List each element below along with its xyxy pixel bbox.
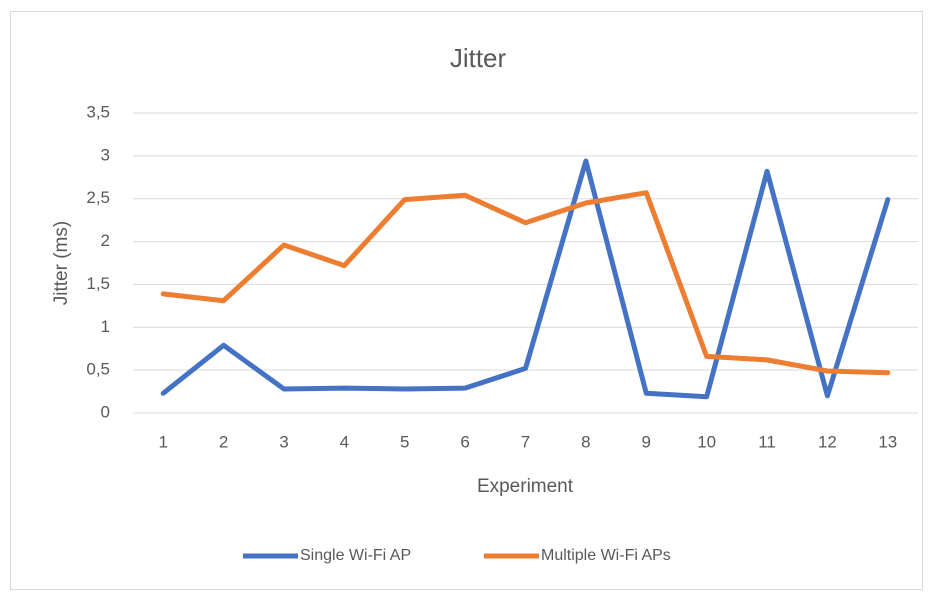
- legend-label: Multiple Wi-Fi APs: [541, 547, 671, 564]
- x-tick-label: 11: [758, 432, 776, 451]
- x-axis-title: Experiment: [477, 476, 574, 497]
- x-tick-label: 2: [219, 432, 228, 451]
- y-tick-label: 3: [101, 145, 110, 164]
- y-tick-label: 2,5: [86, 188, 110, 207]
- y-tick-label: 0,5: [86, 360, 110, 379]
- chart-border: [10, 11, 923, 590]
- x-tick-label: 12: [818, 432, 837, 451]
- x-tick-label: 13: [878, 432, 897, 451]
- y-tick-label: 1: [101, 317, 110, 336]
- y-tick-label: 3,5: [86, 102, 110, 121]
- x-tick-label: 1: [158, 432, 167, 451]
- line-series: [160, 190, 891, 376]
- y-tick-label: 2: [101, 231, 110, 250]
- x-tick-label: 7: [521, 432, 530, 451]
- x-tick-label: 5: [400, 432, 409, 451]
- x-tick-label: 10: [697, 432, 716, 451]
- y-axis-title: Jitter (ms): [51, 221, 72, 305]
- x-tick-label: 9: [642, 432, 651, 451]
- y-tick-label: 0: [101, 402, 110, 421]
- x-tick-label: 8: [581, 432, 590, 451]
- line-series: [160, 158, 891, 400]
- x-tick-label: 3: [279, 432, 288, 451]
- y-tick-label: 1,5: [86, 274, 110, 293]
- x-tick-label: 4: [340, 432, 349, 451]
- chart-title: Jitter: [450, 43, 507, 73]
- legend-label: Single Wi-Fi AP: [300, 547, 411, 564]
- x-tick-label: 6: [460, 432, 469, 451]
